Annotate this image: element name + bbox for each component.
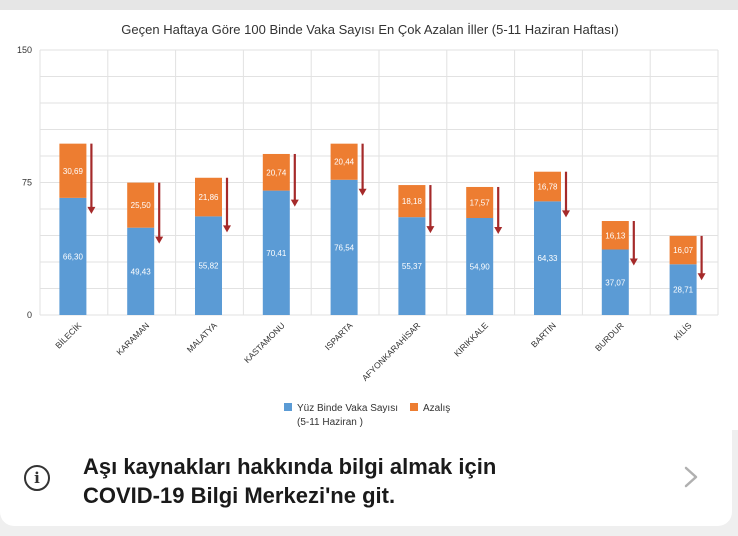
data-label-azalis: 16,78 xyxy=(537,183,558,192)
bar-azalis xyxy=(466,186,494,219)
x-tick-label: KARAMAN xyxy=(114,320,151,357)
legend: Yüz Binde Vaka Sayısı Azalış (5-11 Hazir… xyxy=(284,403,450,428)
chart-panel: Geçen Haftaya Göre 100 Binde Vaka Sayısı… xyxy=(0,0,738,430)
bar-azalis xyxy=(195,177,222,217)
covid-info-link[interactable]: i Aşı kaynakları hakkında bilgi almak iç… xyxy=(0,430,732,526)
bar-azalis xyxy=(59,143,87,198)
data-label-azalis: 25,50 xyxy=(131,201,152,210)
y-tick-label: 75 xyxy=(22,178,32,188)
data-label-vaka: 70,41 xyxy=(266,249,287,258)
bar-vaka xyxy=(262,190,290,315)
data-label-azalis: 17,57 xyxy=(470,198,491,207)
data-label-vaka: 54,90 xyxy=(470,263,491,272)
data-label-vaka: 28,71 xyxy=(673,286,694,295)
data-label-vaka: 49,43 xyxy=(131,267,152,276)
decrease-arrow-head-icon xyxy=(223,225,231,233)
y-tick-label: 0 xyxy=(27,310,32,320)
decrease-arrow-head-icon xyxy=(87,206,96,214)
bar-azalis xyxy=(601,221,629,250)
bar-azalis xyxy=(398,185,426,218)
data-label-azalis: 21,86 xyxy=(198,193,219,202)
banner-line-2: COVID-19 Bilgi Merkezi'ne git. xyxy=(83,483,396,508)
bar-vaka xyxy=(59,197,87,315)
bar-vaka xyxy=(534,201,561,315)
data-label-azalis: 16,13 xyxy=(605,231,626,240)
data-label-azalis: 16,07 xyxy=(673,246,694,255)
info-banner: i Aşı kaynakları hakkında bilgi almak iç… xyxy=(0,430,738,536)
info-icon: i xyxy=(24,465,50,491)
x-tick-label: ISPARTA xyxy=(323,320,355,352)
bar-azalis xyxy=(330,143,358,180)
banner-line-1: Aşı kaynakları hakkında bilgi almak için xyxy=(83,454,497,479)
legend-label-series-1: Yüz Binde Vaka Sayısı xyxy=(297,403,398,414)
data-label-vaka: 55,37 xyxy=(402,262,423,271)
chart-title: Geçen Haftaya Göre 100 Binde Vaka Sayısı… xyxy=(121,22,618,37)
bar-chart: Geçen Haftaya Göre 100 Binde Vaka Sayısı… xyxy=(17,22,719,428)
x-tick-label: KİLİS xyxy=(672,320,694,342)
data-label-vaka: 37,07 xyxy=(605,278,626,287)
x-tick-label: KASTAMONU xyxy=(242,320,287,365)
bar-azalis xyxy=(262,153,290,191)
y-tick-label: 150 xyxy=(17,45,32,55)
data-label-azalis: 18,18 xyxy=(402,197,423,206)
bar-azalis xyxy=(127,182,155,228)
data-label-vaka: 64,33 xyxy=(537,254,558,263)
bar-azalis xyxy=(669,235,697,265)
decrease-arrow-head-icon xyxy=(562,210,570,218)
decrease-arrow-head-icon xyxy=(629,258,638,266)
bar-vaka xyxy=(330,179,358,315)
banner-text: Aşı kaynakları hakkında bilgi almak için… xyxy=(83,452,643,510)
data-label-azalis: 20,74 xyxy=(266,168,287,177)
decrease-arrow-head-icon xyxy=(494,227,503,235)
legend-note: (5-11 Haziran ) xyxy=(297,417,363,428)
x-tick-label: BARTIN xyxy=(529,320,558,349)
bar-vaka xyxy=(398,217,426,315)
bar-vaka xyxy=(127,227,155,315)
decrease-arrow-head-icon xyxy=(426,226,435,234)
x-tick-label: KIRIKKALE xyxy=(452,320,490,358)
x-tick-label: MALATYA xyxy=(185,320,219,354)
data-label-azalis: 20,44 xyxy=(334,158,355,167)
data-label-vaka: 66,30 xyxy=(63,252,84,261)
data-label-vaka: 76,54 xyxy=(334,243,355,252)
x-tick-label: BİLECİK xyxy=(53,320,83,350)
chevron-right-icon xyxy=(684,466,698,488)
bar-vaka xyxy=(466,218,494,315)
legend-swatch-series-1 xyxy=(284,403,292,411)
x-tick-label: AFYONKARAHİSAR xyxy=(360,320,423,383)
bar-vaka xyxy=(601,249,629,315)
bar-vaka xyxy=(195,216,222,315)
x-tick-label: BURDUR xyxy=(593,320,626,353)
legend-swatch-series-2 xyxy=(410,403,418,411)
decrease-arrow-head-icon xyxy=(697,273,706,281)
bar-azalis xyxy=(534,171,561,202)
decrease-arrow-head-icon xyxy=(290,199,299,207)
data-label-azalis: 30,69 xyxy=(63,167,84,176)
legend-label-series-2: Azalış xyxy=(423,403,450,414)
data-label-vaka: 55,82 xyxy=(198,262,219,271)
decrease-arrow-head-icon xyxy=(358,188,367,196)
bar-vaka xyxy=(669,264,697,315)
decrease-arrow-head-icon xyxy=(155,236,164,244)
